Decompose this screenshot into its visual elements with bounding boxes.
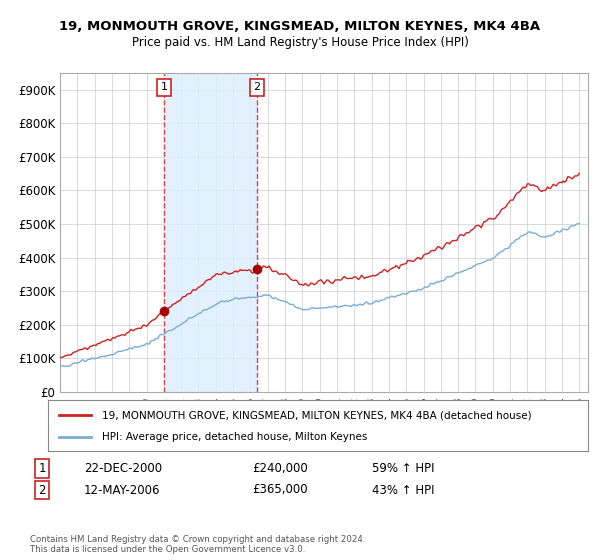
Text: Price paid vs. HM Land Registry's House Price Index (HPI): Price paid vs. HM Land Registry's House … (131, 36, 469, 49)
Text: 12-MAY-2006: 12-MAY-2006 (84, 483, 161, 497)
Text: 22-DEC-2000: 22-DEC-2000 (84, 462, 162, 475)
Text: 1: 1 (38, 462, 46, 475)
Text: £365,000: £365,000 (252, 483, 308, 497)
Text: HPI: Average price, detached house, Milton Keynes: HPI: Average price, detached house, Milt… (102, 432, 367, 442)
Text: 19, MONMOUTH GROVE, KINGSMEAD, MILTON KEYNES, MK4 4BA: 19, MONMOUTH GROVE, KINGSMEAD, MILTON KE… (59, 20, 541, 32)
Text: 1: 1 (160, 82, 167, 92)
Text: 59% ↑ HPI: 59% ↑ HPI (372, 462, 434, 475)
Text: 19, MONMOUTH GROVE, KINGSMEAD, MILTON KEYNES, MK4 4BA (detached house): 19, MONMOUTH GROVE, KINGSMEAD, MILTON KE… (102, 410, 532, 421)
Text: 43% ↑ HPI: 43% ↑ HPI (372, 483, 434, 497)
Text: £240,000: £240,000 (252, 462, 308, 475)
Text: 2: 2 (38, 483, 46, 497)
Bar (164, 73, 257, 392)
Text: 2: 2 (253, 82, 260, 92)
Text: Contains HM Land Registry data © Crown copyright and database right 2024.
This d: Contains HM Land Registry data © Crown c… (30, 535, 365, 554)
